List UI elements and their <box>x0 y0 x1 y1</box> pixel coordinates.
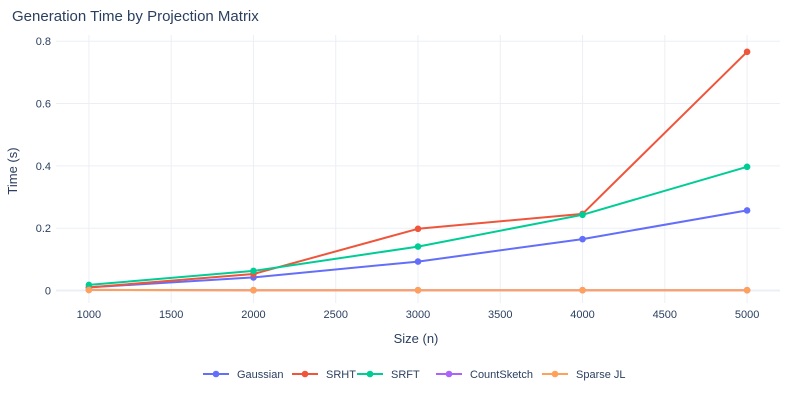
legend-label: CountSketch <box>470 369 533 381</box>
data-point <box>744 207 751 214</box>
y-axis-title: Time (s) <box>5 147 20 194</box>
data-point <box>744 164 751 171</box>
data-point <box>415 226 422 233</box>
data-point <box>250 287 257 294</box>
data-point <box>415 243 422 250</box>
x-tick-label: 4000 <box>570 309 594 321</box>
x-tick-label: 4500 <box>653 309 677 321</box>
legend-label: SRFT <box>391 369 420 381</box>
y-tick-label: 0 <box>45 286 51 298</box>
data-point <box>744 49 751 56</box>
y-tick-label: 0.2 <box>36 223 51 235</box>
data-point <box>415 287 422 294</box>
legend-marker <box>213 371 220 378</box>
series-sparse-jl <box>86 287 751 294</box>
x-tick-label: 2000 <box>241 309 265 321</box>
data-point <box>579 212 586 219</box>
y-tick-label: 0.8 <box>36 36 51 48</box>
x-tick-label: 1500 <box>159 309 183 321</box>
legend-item[interactable]: SRFT <box>357 369 420 381</box>
legend-marker <box>367 371 374 378</box>
y-tick-label: 0.4 <box>36 161 51 173</box>
legend-marker <box>552 371 559 378</box>
x-tick-label: 1000 <box>77 309 101 321</box>
x-tick-label: 5000 <box>735 309 759 321</box>
y-tick-label: 0.6 <box>36 99 51 111</box>
legend-item[interactable]: SRHT <box>292 369 356 381</box>
data-point <box>744 287 751 294</box>
legend-item[interactable]: Sparse JL <box>542 369 626 381</box>
x-axis-title: Size (n) <box>394 331 439 346</box>
data-point <box>86 287 93 294</box>
data-point <box>579 236 586 243</box>
x-tick-label: 2500 <box>323 309 347 321</box>
legend-marker <box>446 371 453 378</box>
x-tick-label: 3000 <box>406 309 430 321</box>
legend-marker <box>302 371 309 378</box>
data-point <box>579 287 586 294</box>
legend: Gaussian SRHT SRFT CountSketch Sparse JL <box>203 369 626 381</box>
x-axis-ticks: 1000 1500 2000 2500 3000 3500 4000 4500 5000 <box>77 309 760 321</box>
legend-label: Sparse JL <box>576 369 626 381</box>
legend-label: SRHT <box>326 369 356 381</box>
legend-item[interactable]: Gaussian <box>203 369 283 381</box>
legend-label: Gaussian <box>237 369 283 381</box>
chart-title: Generation Time by Projection Matrix <box>12 8 259 25</box>
data-point <box>250 268 257 275</box>
data-point <box>415 258 422 265</box>
legend-item[interactable]: CountSketch <box>436 369 533 381</box>
y-axis-ticks: 0 0.2 0.4 0.6 0.8 <box>36 36 51 297</box>
x-tick-label: 3500 <box>488 309 512 321</box>
